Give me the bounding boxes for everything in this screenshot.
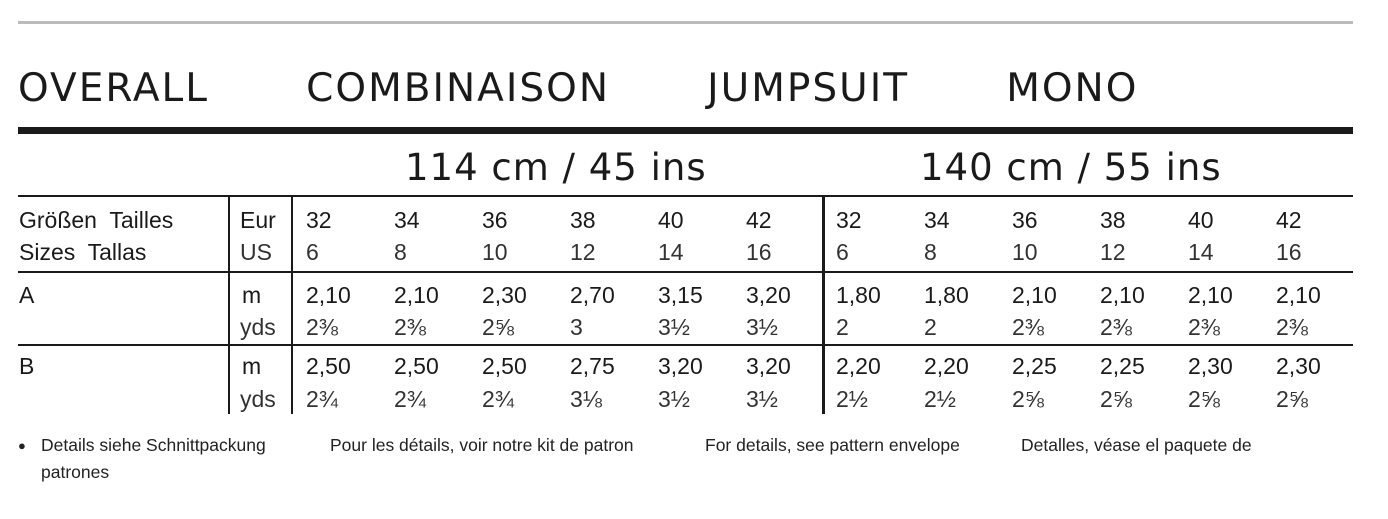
footer-bullet: ● — [18, 438, 26, 453]
size-eur: 40 — [658, 207, 684, 233]
yardage-b-m: 2,75 — [570, 353, 615, 379]
size-eur: 38 — [570, 207, 596, 233]
yardage-a-yds: 2 — [836, 314, 849, 340]
yardage-b-yds: 3½ — [746, 386, 778, 412]
table-rule — [18, 271, 1353, 273]
footer-es-cont: patrones — [41, 462, 110, 482]
yardage-b-yds: 2¾ — [482, 386, 514, 412]
size-us: 8 — [394, 239, 407, 265]
yardage-b-m: 2,50 — [482, 353, 527, 379]
page-title: OVERALL COMBINAISON JUMPSUIT MONO — [18, 66, 1139, 111]
yardage-b-m: 3,20 — [746, 353, 791, 379]
table-rule — [18, 344, 1353, 346]
size-eur: 42 — [746, 207, 772, 233]
yardage-a-m: 2,70 — [570, 282, 615, 308]
yardage-a-m: 3,20 — [746, 282, 791, 308]
yardage-b-yds: 2½ — [836, 386, 868, 412]
yardage-a-yds: 2⅜ — [394, 314, 426, 340]
yardage-a-m: 1,80 — [924, 282, 969, 308]
yardage-b-m: 2,30 — [1188, 353, 1233, 379]
column-divider — [822, 196, 825, 414]
yardage-a-m: 2,30 — [482, 282, 527, 308]
yardage-a-m: 2,10 — [1012, 282, 1057, 308]
size-eur: 40 — [1188, 207, 1214, 233]
yardage-b-yds: 2½ — [924, 386, 956, 412]
yardage-b-m: 2,50 — [394, 353, 439, 379]
footer-fr: Pour les détails, voir notre kit de patr… — [330, 435, 634, 455]
column-divider — [228, 196, 230, 414]
top-rule — [18, 21, 1353, 24]
size-us: 6 — [836, 239, 849, 265]
yardage-b-m: 2,25 — [1012, 353, 1057, 379]
size-eur: 36 — [1012, 207, 1038, 233]
size-label-line2: Sizes Tallas — [19, 239, 147, 265]
yardage-b-yds: 3½ — [658, 386, 690, 412]
size-us: 10 — [482, 239, 508, 265]
yardage-b-m: 2,30 — [1276, 353, 1321, 379]
footer-de: Details siehe Schnittpackung — [41, 435, 266, 455]
size-us: 6 — [306, 239, 319, 265]
yardage-a-m: 3,15 — [658, 282, 703, 308]
yardage-a-yds: 2⅜ — [1188, 314, 1220, 340]
yardage-a-yds: 3½ — [746, 314, 778, 340]
size-eur: 38 — [1100, 207, 1126, 233]
row-label-b: B — [19, 353, 35, 379]
yardage-a-m: 2,10 — [1100, 282, 1145, 308]
yardage-b-yds: 2¾ — [306, 386, 338, 412]
yardage-a-yds: 2⅜ — [1276, 314, 1308, 340]
yardage-a-m: 2,10 — [394, 282, 439, 308]
unit-m: m — [242, 282, 262, 308]
yardage-b-yds: 2⅝ — [1012, 386, 1044, 412]
yardage-a-yds: 2⅝ — [482, 314, 514, 340]
unit-eur: Eur — [240, 207, 276, 233]
size-us: 8 — [924, 239, 937, 265]
size-us: 10 — [1012, 239, 1038, 265]
size-us: 12 — [1100, 239, 1126, 265]
table-rule — [18, 195, 1353, 197]
yardage-a-yds: 2 — [924, 314, 937, 340]
yardage-a-yds: 2⅜ — [1100, 314, 1132, 340]
width-heading-140: 140 cm / 55 ins — [920, 146, 1222, 189]
column-divider — [291, 196, 293, 414]
yardage-a-m: 2,10 — [1276, 282, 1321, 308]
size-us: 16 — [1276, 239, 1302, 265]
size-eur: 32 — [306, 207, 332, 233]
yardage-b-m: 3,20 — [658, 353, 703, 379]
yardage-a-m: 2,10 — [1188, 282, 1233, 308]
yardage-a-yds: 3 — [570, 314, 583, 340]
unit-yds: yds — [240, 386, 276, 412]
yardage-b-yds: 2⅝ — [1276, 386, 1308, 412]
yardage-b-m: 2,50 — [306, 353, 351, 379]
size-us: 12 — [570, 239, 596, 265]
title-rule — [18, 127, 1353, 134]
size-eur: 42 — [1276, 207, 1302, 233]
size-eur: 32 — [836, 207, 862, 233]
yardage-b-m: 2,20 — [924, 353, 969, 379]
row-label-a: A — [19, 282, 35, 308]
size-us: 16 — [746, 239, 772, 265]
size-eur: 34 — [924, 207, 950, 233]
yardage-b-yds: 2⅝ — [1188, 386, 1220, 412]
yardage-a-yds: 3½ — [658, 314, 690, 340]
yardage-a-yds: 2⅜ — [1012, 314, 1044, 340]
yardage-b-m: 2,20 — [836, 353, 881, 379]
yardage-b-yds: 2⅝ — [1100, 386, 1132, 412]
size-eur: 34 — [394, 207, 420, 233]
yardage-a-m: 2,10 — [306, 282, 351, 308]
size-label-line1: Größen Tailles — [19, 207, 174, 233]
unit-yds: yds — [240, 314, 276, 340]
footer-en: For details, see pattern envelope — [705, 435, 960, 455]
size-eur: 36 — [482, 207, 508, 233]
yardage-b-yds: 3⅛ — [570, 386, 602, 412]
yardage-a-m: 1,80 — [836, 282, 881, 308]
unit-m: m — [242, 353, 262, 379]
yardage-a-yds: 2⅜ — [306, 314, 338, 340]
size-us: 14 — [658, 239, 684, 265]
width-heading-114: 114 cm / 45 ins — [405, 146, 707, 189]
unit-us: US — [240, 239, 272, 265]
size-us: 14 — [1188, 239, 1214, 265]
footer-es: Detalles, véase el paquete de — [1021, 435, 1252, 455]
yardage-b-yds: 2¾ — [394, 386, 426, 412]
yardage-b-m: 2,25 — [1100, 353, 1145, 379]
